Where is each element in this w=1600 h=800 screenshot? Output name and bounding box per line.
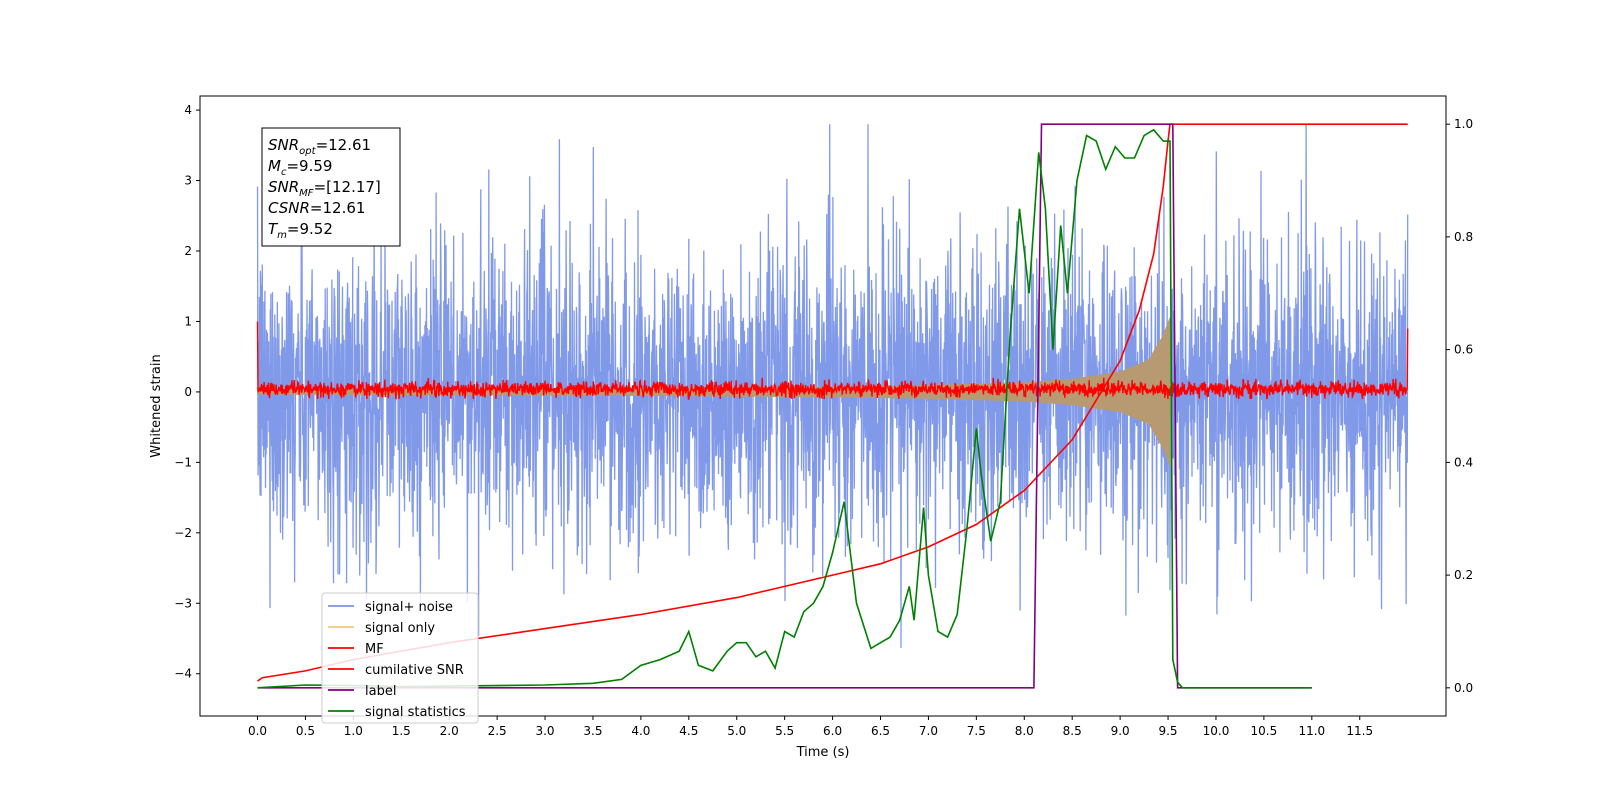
x-tick-label: 5.5 — [775, 724, 794, 738]
x-tick-label: 4.0 — [631, 724, 650, 738]
x-axis-label: Time (s) — [796, 745, 850, 760]
y-tick-label: −4 — [174, 667, 192, 681]
x-tick-label: 1.5 — [392, 724, 411, 738]
y-tick-label: 1 — [184, 314, 192, 328]
series-signal-statistics — [257, 128, 1312, 689]
y2-tick-label: 0.8 — [1454, 230, 1473, 244]
y-tick-label: −3 — [174, 596, 192, 610]
x-tick-label: 1.0 — [344, 724, 363, 738]
legend-entry: MF — [365, 642, 384, 657]
annotation-box: SNRopt=12.61Mc=9.59SNRMF=[12.17]CSNR=12.… — [261, 127, 401, 247]
legend-entry: signal only — [365, 621, 435, 636]
x-tick-label: 10.0 — [1203, 724, 1230, 738]
annotation-frame — [261, 127, 401, 247]
annotation-line: Tm=9.52 — [268, 220, 333, 241]
y-tick-label: 4 — [184, 103, 192, 117]
x-tick-label: 11.0 — [1298, 724, 1325, 738]
annotation-line: Mc=9.59 — [268, 157, 332, 178]
legend-entry: cumilative SNR — [365, 663, 464, 678]
x-tick-label: 7.0 — [919, 724, 938, 738]
annotation-line: SNRopt=12.61 — [268, 136, 371, 157]
legend-entry: signal+ noise — [365, 600, 453, 615]
x-tick-label: 10.5 — [1251, 724, 1278, 738]
x-tick-label: 3.5 — [583, 724, 602, 738]
y-tick-label: −1 — [174, 455, 192, 469]
legend-entry: signal statistics — [365, 705, 466, 720]
x-axis: 0.0 0.5 1.0 1.5 2.0 2.5 3.0 3.5 4.0 4.5 5.0 5.5 6.0 6… — [248, 716, 1373, 738]
legend-entry: label — [365, 684, 396, 699]
x-tick-label: 6.5 — [871, 724, 890, 738]
x-tick-label: 6.0 — [823, 724, 842, 738]
x-tick-label: 3.0 — [535, 724, 554, 738]
x-tick-label: 9.0 — [1111, 724, 1130, 738]
y-tick-label: −2 — [174, 526, 192, 540]
x-tick-label: 4.5 — [679, 724, 698, 738]
x-tick-label: 8.5 — [1063, 724, 1082, 738]
series-signal-noise — [256, 124, 1409, 648]
y2-tick-label: 0.0 — [1454, 681, 1473, 695]
y-axis-label: Whitened strain — [149, 354, 164, 457]
y-tick-label: 3 — [184, 174, 192, 188]
y2-tick-label: 1.0 — [1454, 117, 1473, 131]
y-axis-left: 4 3 2 1 0 −1 −2 −3 −4 — [174, 103, 200, 681]
x-tick-label: 8.0 — [1015, 724, 1034, 738]
y-axis-right: 1.0 0.8 0.6 0.4 0.2 0.0 — [1446, 117, 1473, 695]
legend-frame — [321, 592, 479, 724]
y-tick-label: 2 — [184, 244, 192, 258]
annotation-line: CSNR=12.61 — [268, 199, 365, 217]
annotation-line: SNRMF=[12.17] — [268, 178, 381, 199]
series-mf — [256, 321, 1409, 400]
x-tick-label: 11.5 — [1346, 724, 1373, 738]
y2-tick-label: 0.4 — [1454, 455, 1473, 469]
legend: signal+ noise signal only MF cumilative SNR… — [321, 592, 479, 724]
x-tick-label: 7.5 — [967, 724, 986, 738]
y2-tick-label: 0.6 — [1454, 343, 1473, 357]
plot-frame — [199, 95, 1447, 717]
x-tick-label: 2.5 — [488, 724, 507, 738]
x-tick-label: 2.0 — [440, 724, 459, 738]
x-tick-label: 0.5 — [296, 724, 315, 738]
y-tick-label: 0 — [184, 385, 192, 399]
x-tick-label: 9.5 — [1158, 724, 1177, 738]
x-tick-label: 5.0 — [727, 724, 746, 738]
x-tick-label: 0.0 — [248, 724, 267, 738]
y2-tick-label: 0.2 — [1454, 568, 1473, 582]
